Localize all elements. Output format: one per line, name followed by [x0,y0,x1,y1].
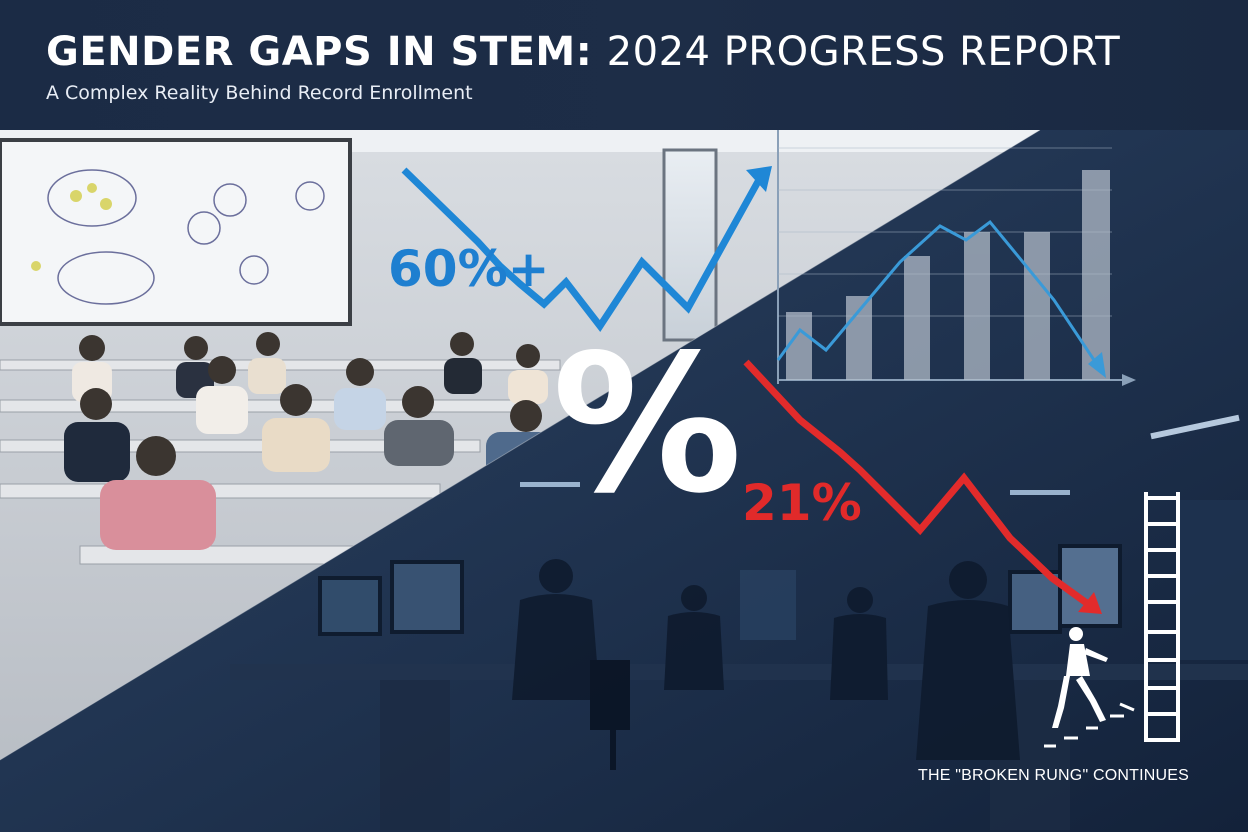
lab-equipment-rack [740,570,796,640]
lab-ceiling-light [1010,490,1070,495]
lab-worker [512,559,600,700]
projection-diagram-fill [31,183,112,271]
lab-worker [664,585,724,690]
chart-bar [964,232,990,380]
enrollment-stat: 60%+ [388,240,550,298]
scene-divider [0,129,1041,761]
chart-bar [786,312,812,380]
student [384,386,454,466]
lab-monitor [390,560,464,634]
bar-chart-icon [772,90,1136,386]
chart-bar [1082,170,1110,380]
woman-figure [1052,627,1108,728]
lab-chair [590,660,630,770]
lab-worker [916,561,1020,760]
chart-bar [1024,232,1050,380]
broken-rung-caption: THE "BROKEN RUNG" CONTINUES [918,767,1190,784]
classroom-projection-screen [0,138,352,326]
percent-symbol: % [552,314,743,535]
lab-desk [230,664,1248,680]
chart-trend-line [776,219,1104,373]
chart-x-axis-arrow [1122,374,1136,386]
trend-up-arrow-icon [401,166,772,333]
student [248,332,286,394]
student [196,356,248,434]
students [64,332,560,550]
lab-worker [830,587,888,700]
chart-bars [786,170,1110,380]
woman-climbing-ladder-icon [1044,492,1180,748]
chart-gridlines [778,147,1112,317]
lab-ceiling-light [520,482,580,487]
title-light: 2024 PROGRESS REPORT [606,29,1121,75]
chart-trend-arrowhead [1088,352,1106,378]
projection-diagram [47,169,325,305]
ladder [1144,492,1180,742]
workforce-stat: 21% [742,474,862,532]
title-bold: GENDER GAPS IN STEM: [46,29,593,75]
lab-equipment-rack [1180,500,1248,660]
page-title: GENDER GAPS IN STEM: 2024 PROGRESS REPOR… [46,26,1120,78]
student [262,384,330,472]
header-banner: GENDER GAPS IN STEM: 2024 PROGRESS REPOR… [0,0,1248,130]
student [100,436,216,550]
chart-bar [904,256,930,380]
student [334,358,386,430]
student [508,344,548,404]
lab-desk-cabinet [380,680,450,830]
trend-down-arrow-icon [743,359,1102,614]
lab-ceiling-light [1150,414,1240,440]
page-subtitle: A Complex Reality Behind Record Enrollme… [46,82,473,104]
student [64,388,130,482]
lab-monitor [318,576,382,636]
student [444,332,482,394]
broken-steps [1044,702,1135,748]
